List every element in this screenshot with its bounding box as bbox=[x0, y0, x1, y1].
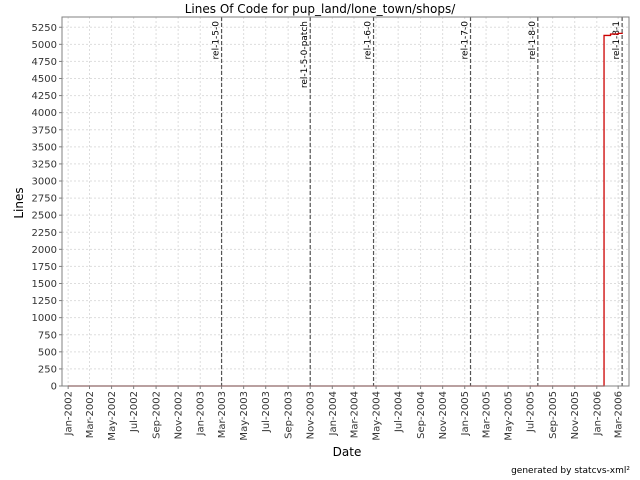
release-marker-label: rel-1-8-0 bbox=[528, 21, 538, 60]
x-tick-label: May-2003 bbox=[239, 391, 250, 441]
axes bbox=[61, 16, 630, 387]
y-tick-label: 3000 bbox=[32, 177, 57, 188]
grid bbox=[62, 17, 629, 387]
y-axis-label: Lines bbox=[12, 187, 26, 218]
x-tick-label: Jul-2005 bbox=[526, 391, 537, 433]
x-tick-label: Mar-2002 bbox=[85, 391, 96, 438]
x-tick-label: May-2004 bbox=[372, 391, 383, 441]
y-tick-label: 1000 bbox=[32, 313, 57, 324]
y-tick-label: 500 bbox=[38, 347, 57, 358]
x-tick-label: Jan-2003 bbox=[196, 391, 207, 436]
y-tick-label: 2500 bbox=[32, 211, 57, 222]
y-tick-label: 3750 bbox=[32, 125, 57, 136]
x-tick-label: Nov-2005 bbox=[570, 391, 581, 439]
y-tick-label: 1250 bbox=[32, 296, 57, 307]
y-tick-label: 1750 bbox=[32, 262, 57, 273]
y-tick-label: 4500 bbox=[32, 74, 57, 85]
x-tick-label: Mar-2006 bbox=[614, 391, 625, 438]
y-tick-labels: 0 250 500 750 1000 1250 1500 1750 2000 2250 2500 27… bbox=[32, 23, 62, 393]
chart-title: Lines Of Code for pup_land/lone_town/sho… bbox=[185, 2, 456, 16]
plot-frame bbox=[61, 16, 630, 387]
release-marker-label: rel-1-8-1 bbox=[612, 21, 622, 59]
series-layer bbox=[68, 32, 623, 387]
x-tick-label: Nov-2004 bbox=[438, 391, 449, 439]
x-tick-label: Jan-2002 bbox=[64, 391, 75, 436]
y-tick-label: 4000 bbox=[32, 108, 57, 119]
y-tick-label: 0 bbox=[51, 382, 57, 393]
y-tick-label: 250 bbox=[38, 364, 57, 375]
release-marker-label: rel-1-5-0-patch bbox=[300, 21, 310, 88]
release-marker-label: rel-1-6-0 bbox=[364, 21, 374, 60]
release-markers: rel-1-5-0 rel-1-5-0-patch rel-1-6-0 rel-1-7… bbox=[212, 17, 623, 386]
x-tick-label: Jan-2004 bbox=[328, 391, 339, 436]
y-tick-label: 3500 bbox=[32, 142, 57, 153]
x-axis-label: Date bbox=[333, 445, 362, 459]
x-tick-label: Nov-2002 bbox=[174, 391, 185, 439]
x-tick-label: May-2005 bbox=[504, 391, 515, 441]
y-tick-label: 750 bbox=[38, 330, 57, 341]
x-tick-label: Jan-2006 bbox=[592, 391, 603, 436]
y-tick-label: 2250 bbox=[32, 228, 57, 239]
y-tick-label: 5000 bbox=[32, 40, 57, 51]
release-marker-label: rel-1-5-0 bbox=[212, 21, 222, 60]
generated-by-footer: generated by statcvs-xml² bbox=[511, 466, 630, 476]
y-tick-label: 5250 bbox=[32, 23, 57, 34]
x-tick-label: Sep-2002 bbox=[152, 391, 163, 439]
x-tick-labels: Jan-2002 Mar-2002 May-2002 Jul-2002 Sep-2002… bbox=[64, 386, 625, 441]
x-tick-label: Mar-2003 bbox=[217, 391, 228, 438]
x-tick-label: Mar-2005 bbox=[482, 391, 493, 438]
x-tick-label: Jul-2004 bbox=[394, 391, 405, 433]
y-tick-label: 4750 bbox=[32, 57, 57, 68]
x-tick-label: Jul-2002 bbox=[129, 391, 140, 433]
y-tick-label: 4250 bbox=[32, 91, 57, 102]
y-tick-label: 1500 bbox=[32, 279, 57, 290]
x-tick-label: Sep-2005 bbox=[548, 391, 559, 439]
y-tick-label: 2000 bbox=[32, 245, 57, 256]
x-tick-label: Sep-2003 bbox=[284, 391, 295, 439]
y-tick-label: 2750 bbox=[32, 194, 57, 205]
x-tick-label: Nov-2003 bbox=[306, 391, 317, 439]
release-marker-label: rel-1-7-0 bbox=[461, 21, 471, 60]
y-tick-label: 3250 bbox=[32, 159, 57, 170]
x-tick-label: Sep-2004 bbox=[416, 391, 427, 439]
x-tick-label: Jul-2003 bbox=[261, 391, 272, 433]
loc-series-line bbox=[68, 32, 623, 387]
x-tick-label: May-2002 bbox=[107, 391, 118, 441]
x-tick-label: Jan-2005 bbox=[460, 391, 471, 436]
x-tick-label: Mar-2004 bbox=[350, 391, 361, 438]
